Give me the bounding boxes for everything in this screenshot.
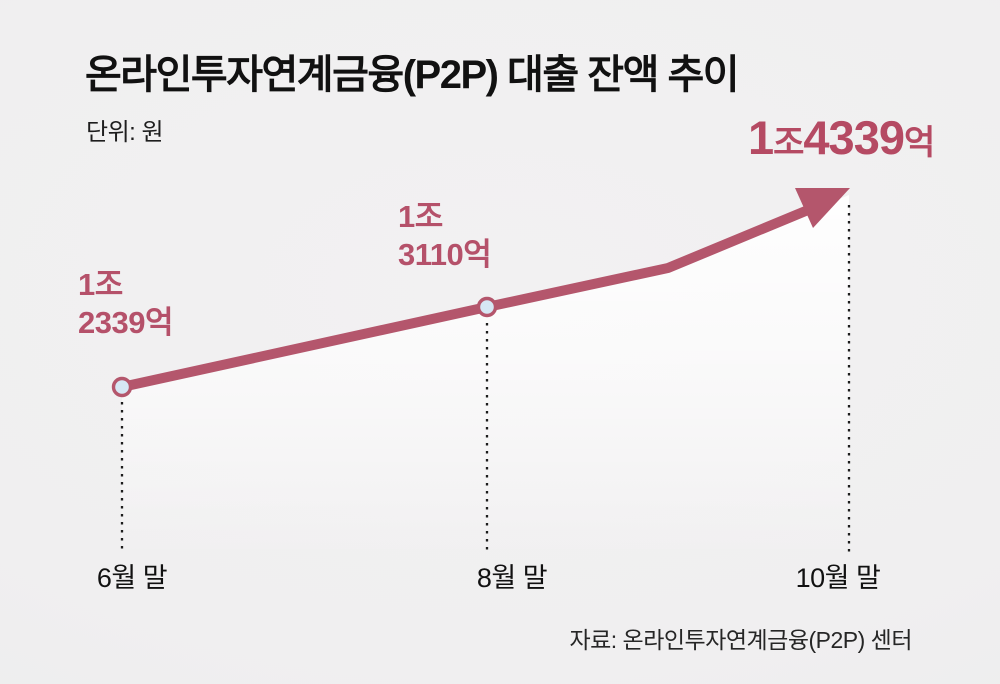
data-label-august: 1조 3110억	[398, 198, 492, 274]
highlight-unit2: 억	[903, 124, 935, 162]
data-label-august-line2: 3110억	[398, 236, 492, 272]
highlight-num2: 4339	[803, 111, 905, 164]
x-tick-august: 8월 말	[476, 563, 548, 593]
trend-line	[117, 205, 813, 392]
data-point-marker-june	[111, 376, 133, 398]
unit-label: 단위: 원	[86, 119, 164, 146]
highlight-num1: 1	[748, 111, 774, 164]
x-tick-october: 10월 말	[795, 563, 881, 593]
x-tick-june: 6월 말	[96, 563, 168, 593]
area-fill-under-line	[122, 195, 849, 556]
data-label-june-line1: 1조	[78, 267, 123, 302]
source-credit: 자료: 온라인투자연계금융(P2P) 센터	[569, 627, 912, 653]
chart-title: 온라인투자연계금융(P2P) 대출 잔액 추이	[85, 53, 740, 97]
data-label-august-line1: 1조	[398, 199, 443, 234]
data-label-june: 1조 2339억	[78, 266, 173, 342]
trend-arrowhead-icon	[795, 188, 850, 228]
data-label-october-highlight: 1조4339억	[748, 111, 935, 164]
data-label-june-line2: 2339억	[78, 304, 173, 340]
data-point-marker-august	[476, 296, 498, 318]
highlight-unit1: 조	[773, 124, 804, 162]
